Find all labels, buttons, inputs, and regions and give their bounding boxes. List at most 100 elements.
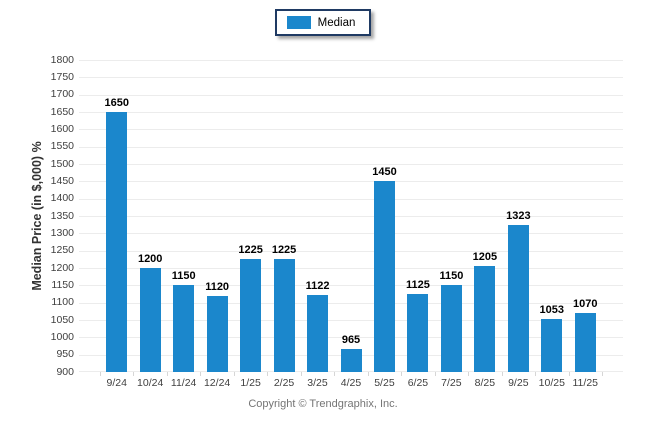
- y-tick-label-1050: 1050: [50, 313, 74, 326]
- x-tick-label-2-25: 2/25: [273, 377, 295, 389]
- y-tick-label-1500: 1500: [50, 157, 74, 170]
- y-tick-label-1800: 1800: [50, 53, 74, 66]
- bar-value-10-25: 1053: [539, 303, 565, 316]
- legend: Median: [274, 9, 372, 36]
- gridline-1650: [79, 112, 623, 113]
- bar-1-25: [240, 259, 262, 372]
- legend-label-median: Median: [317, 16, 356, 29]
- bar-7-25: [440, 285, 462, 372]
- x-axis-tickmark: [166, 372, 168, 376]
- bar-value-7-25: 1150: [439, 270, 464, 283]
- bar-11-25: [574, 313, 596, 372]
- copyright-text: Copyright © Trendgraphix, Inc.: [248, 398, 398, 410]
- bar-6-25: [407, 294, 429, 372]
- x-axis-labels: 9/24 10/24 11/24 12/24 1/25 2/25 3/25 4/25 5/25 6…: [79, 377, 623, 391]
- bar-8-25: [474, 266, 496, 372]
- bar-value-1-25: 1225: [238, 244, 263, 257]
- bar-10-25: [541, 318, 563, 372]
- x-axis-tickmark: [100, 372, 101, 376]
- x-tick-label-9-24: 9/24: [106, 377, 127, 389]
- gridline-1750: [79, 77, 623, 79]
- legend-row: Median: [0, 9, 646, 36]
- x-axis-tickmark: [468, 372, 470, 376]
- gridline-1200: [79, 268, 623, 269]
- y-tick-label-950: 950: [56, 348, 74, 361]
- gridline-1250: [79, 250, 623, 252]
- x-tick-label-1-25: 1/25: [240, 377, 261, 389]
- bar-3-25: [307, 295, 329, 372]
- y-tick-label-1450: 1450: [50, 174, 74, 187]
- x-axis-tickmark: [568, 372, 570, 376]
- gridline-1550: [79, 146, 623, 148]
- gridline-1300: [79, 233, 623, 235]
- y-axis-tick-labels: 1800 1750 1700 1650 1600 1550 1500 1450 1400 1350…: [0, 0, 74, 434]
- bar-value-9-24: 1650: [104, 97, 129, 109]
- x-axis-tickmark: [300, 372, 302, 376]
- x-axis-tickmark: [367, 372, 369, 376]
- x-tick-label-8-25: 8/25: [474, 377, 496, 389]
- y-tick-label-1200: 1200: [50, 261, 74, 274]
- x-axis-tickmark: [200, 372, 202, 376]
- bar-9-25: [507, 225, 529, 372]
- x-axis-tickmark: [267, 372, 269, 376]
- gridline-1700: [79, 94, 623, 96]
- x-tick-label-3-25: 3/25: [307, 377, 328, 389]
- y-tick-label-1300: 1300: [50, 226, 74, 239]
- gridline-1350: [79, 216, 623, 217]
- gridline-1450: [79, 181, 623, 183]
- bar-4-25: [340, 349, 362, 372]
- y-tick-label-1700: 1700: [50, 88, 74, 101]
- bar-value-11-25: 1070: [573, 298, 598, 311]
- bar-2-25: [273, 259, 295, 372]
- y-tick-label-1750: 1750: [50, 70, 74, 83]
- x-tick-label-11-25: 11/25: [572, 377, 599, 389]
- bar-value-6-25: 1125: [405, 279, 430, 291]
- bar-value-11-24: 1150: [171, 270, 196, 283]
- x-tick-label-5-25: 5/25: [374, 377, 395, 389]
- x-tick-label-10-24: 10/24: [137, 377, 164, 389]
- bar-value-4-25: 965: [341, 334, 361, 347]
- plot-area: 1650 1200 1150 1120 1225 1225 1122 965 1450 1125 1…: [79, 60, 623, 376]
- x-axis-tickmark: [233, 372, 235, 376]
- bar-value-3-25: 1122: [305, 280, 330, 293]
- x-axis-tickmark: [401, 372, 403, 376]
- bar-value-9-25: 1323: [506, 210, 531, 223]
- bar-value-5-25: 1450: [372, 166, 397, 179]
- gridline-1050: [79, 320, 623, 321]
- bar-value-2-25: 1225: [271, 244, 297, 257]
- bar-value-8-25: 1205: [472, 251, 498, 264]
- bar-5-25: [373, 181, 395, 372]
- bar-value-12-24: 1120: [205, 280, 230, 293]
- x-tick-label-6-25: 6/25: [407, 377, 429, 389]
- y-tick-label-900: 900: [56, 365, 74, 378]
- x-tick-label-12-24: 12/24: [203, 377, 231, 389]
- x-axis-tickmark: [535, 372, 537, 376]
- y-tick-label-1100: 1100: [51, 296, 74, 309]
- x-tick-label-11-24: 11/24: [170, 377, 197, 389]
- y-tick-label-1600: 1600: [50, 122, 74, 135]
- y-tick-label-1400: 1400: [50, 192, 74, 205]
- x-tick-label-4-25: 4/25: [340, 377, 362, 389]
- x-tick-label-9-25: 9/25: [508, 377, 529, 389]
- gridline-1100: [79, 302, 623, 304]
- x-axis-tickmark: [501, 372, 503, 376]
- gridline-1150: [79, 285, 623, 287]
- bar-10-24: [139, 268, 161, 372]
- x-tick-label-10-25: 10/25: [538, 377, 565, 389]
- y-tick-label-1150: 1150: [51, 278, 74, 291]
- gridline-1800: [79, 60, 623, 61]
- gridline-1500: [79, 164, 623, 165]
- x-tick-label-7-25: 7/25: [441, 377, 462, 389]
- legend-swatch-median: [286, 16, 311, 29]
- x-axis-tickmark: [334, 372, 336, 376]
- gridline-1600: [79, 129, 623, 131]
- y-tick-label-1000: 1000: [50, 330, 74, 343]
- bar-11-24: [173, 285, 195, 372]
- x-axis-tickmark: [602, 372, 603, 376]
- bar-12-24: [206, 295, 228, 372]
- x-axis-tickmark: [434, 372, 436, 376]
- bar-9-24: [106, 112, 128, 372]
- gridline-1000: [79, 337, 623, 339]
- y-tick-label-1650: 1650: [50, 105, 74, 118]
